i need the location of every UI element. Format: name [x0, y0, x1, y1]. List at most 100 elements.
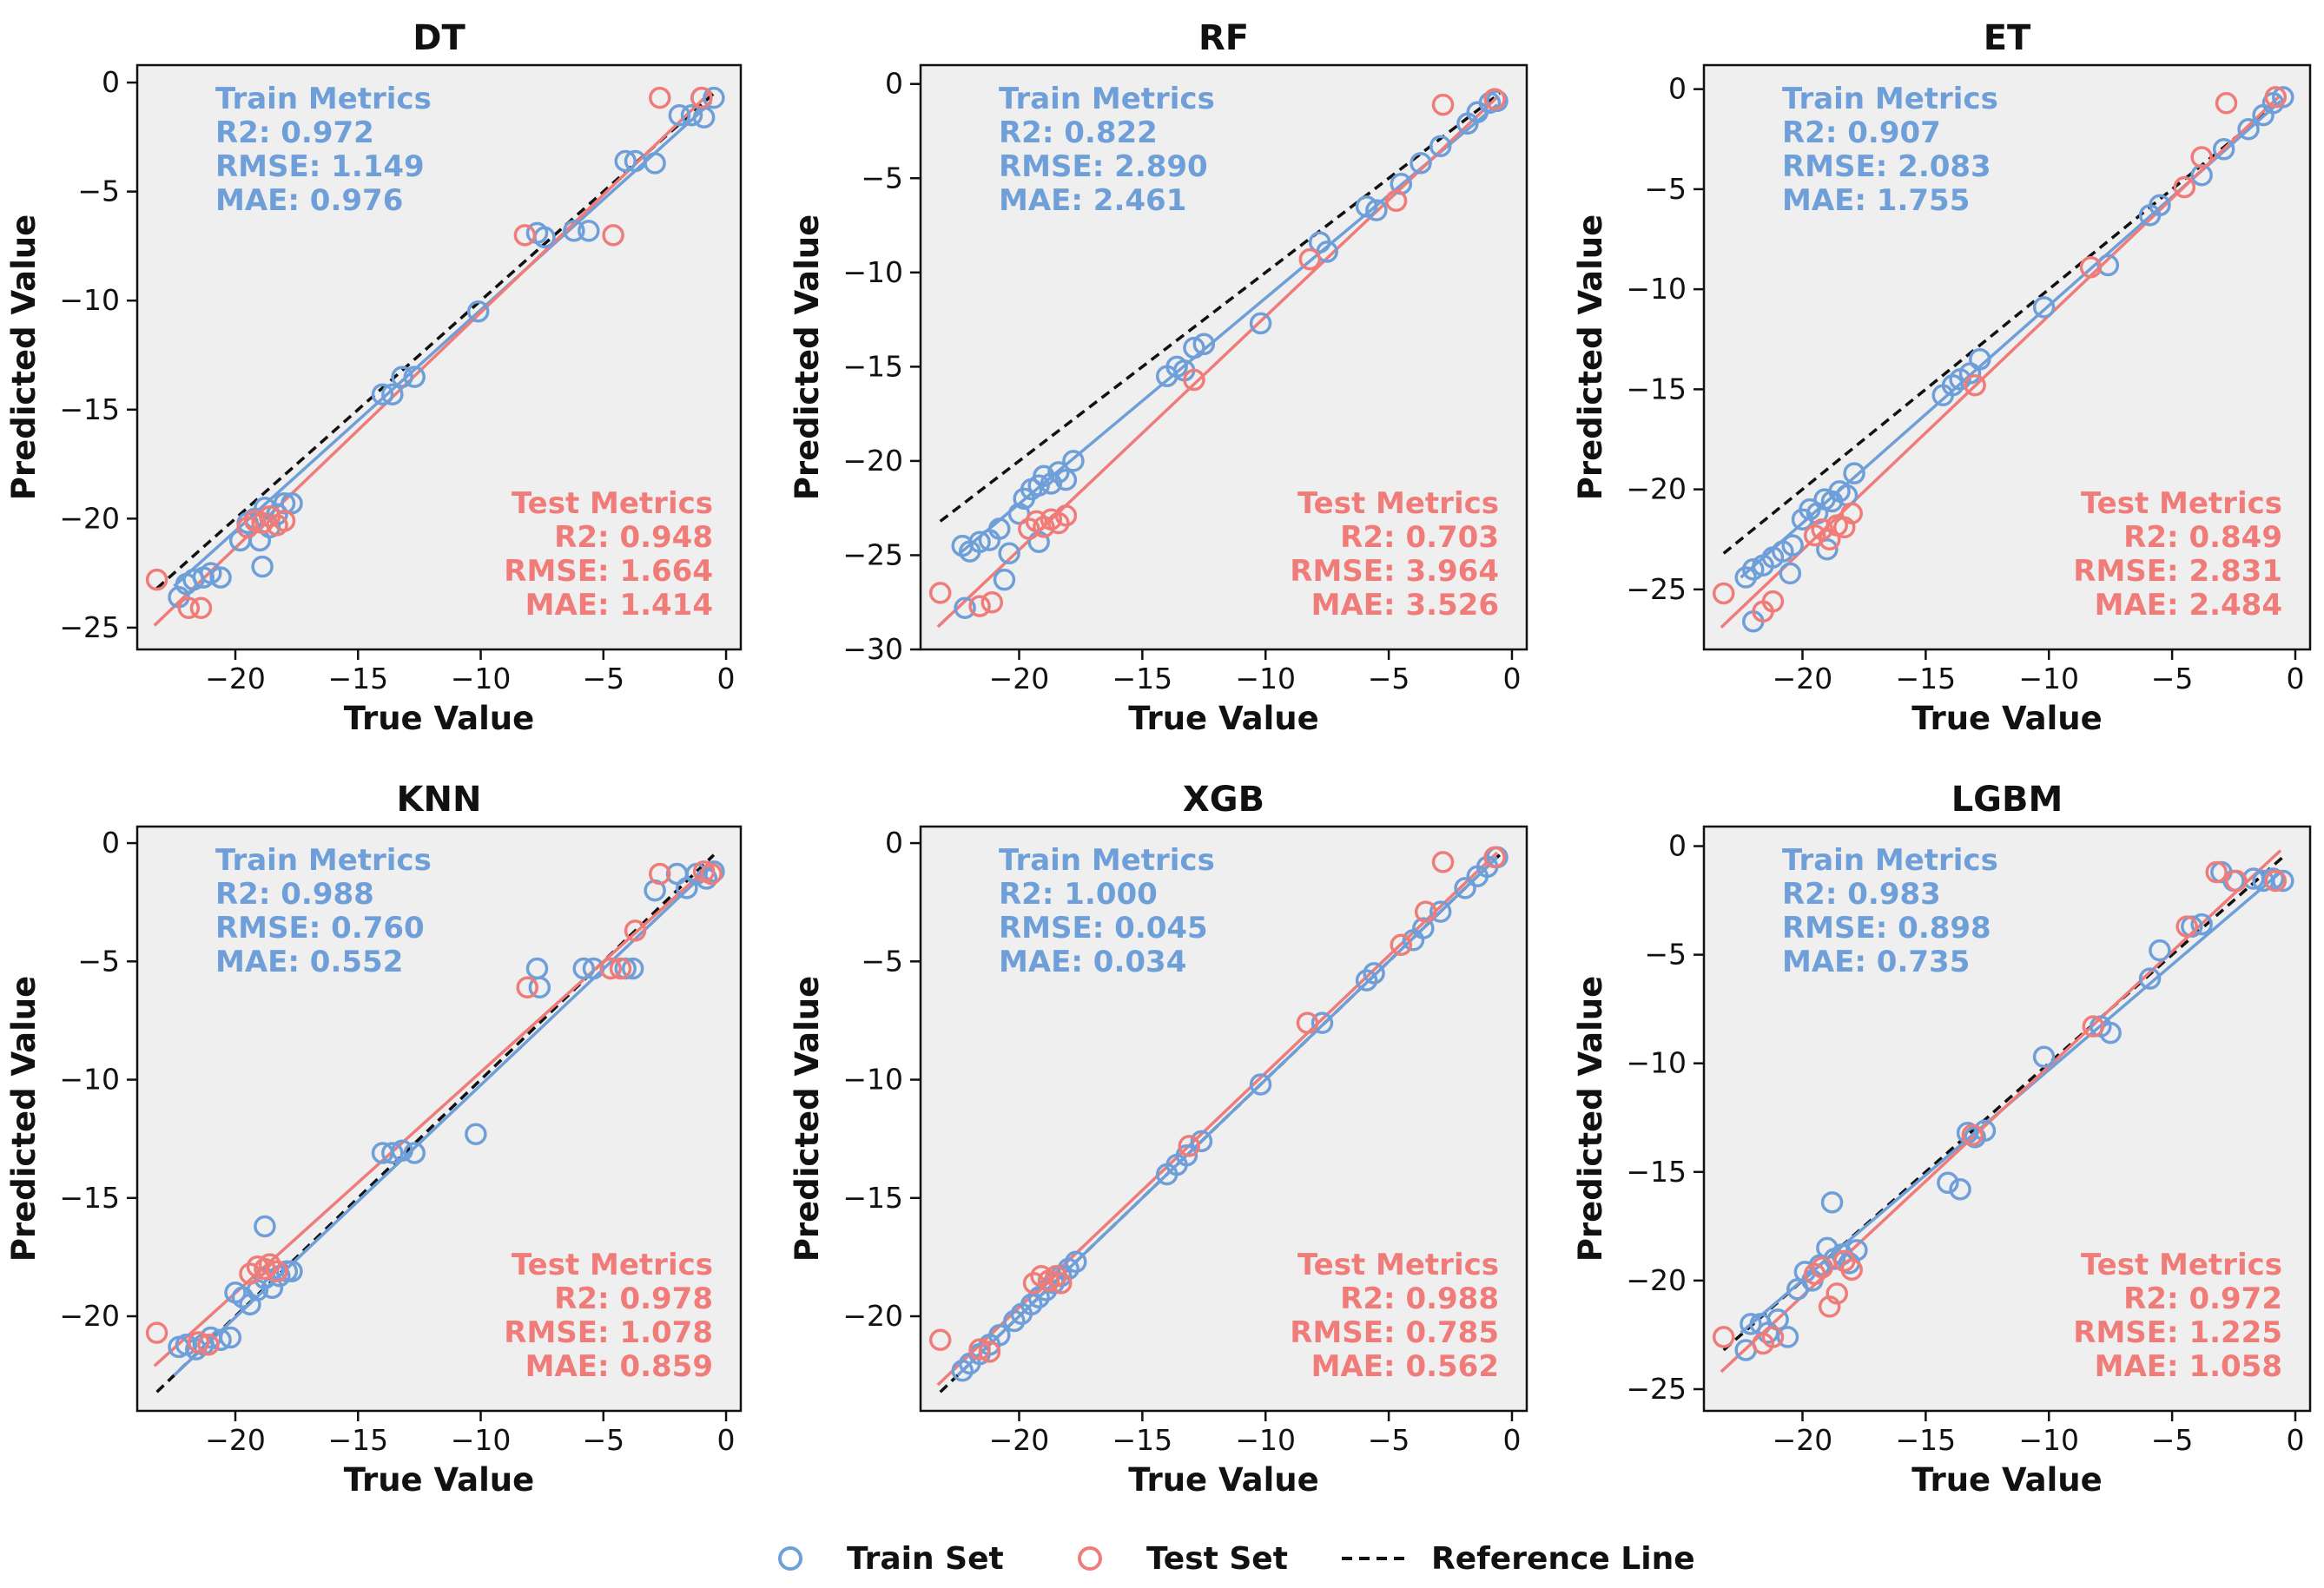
x-tick-label: 0: [2286, 1423, 2304, 1457]
train-metrics-line: Train Metrics: [999, 843, 1215, 878]
train-point: [668, 104, 691, 127]
train-point: [2272, 86, 2294, 109]
train-point: [1845, 1239, 1868, 1262]
train-point: [1454, 877, 1476, 899]
test-metrics-line: Test Metrics: [1297, 1248, 1499, 1282]
y-tick-label: −20: [1626, 1263, 1687, 1297]
x-axis-label: True Value: [344, 700, 534, 737]
train-metrics-line: Train Metrics: [215, 843, 432, 878]
train-point: [572, 957, 595, 980]
test-point: [700, 862, 723, 886]
test-point: [2082, 1015, 2105, 1038]
train-metrics-line: Train Metrics: [215, 82, 432, 116]
plot-frame: [135, 825, 743, 1413]
plot-area: [137, 65, 741, 649]
train-point: [2032, 296, 2056, 319]
train-point: [614, 149, 637, 173]
train-point: [680, 104, 703, 127]
train-point: [2272, 869, 2294, 893]
test-metrics-line: RMSE: 0.785: [1290, 1315, 1499, 1350]
x-tick-label: 0: [717, 662, 736, 695]
train-point: [1027, 1286, 1050, 1308]
train-point: [563, 220, 585, 242]
train-point: [403, 1142, 426, 1164]
x-tick-label: −15: [1112, 662, 1173, 695]
y-tick-label: −20: [1626, 472, 1687, 506]
train-point: [1249, 312, 1272, 335]
legend: Train Set Test Set Reference Line: [778, 1541, 1695, 1577]
y-axis-label: Predicted Value: [5, 214, 43, 500]
test-point: [1483, 88, 1506, 110]
train-point: [281, 1260, 303, 1282]
y-tick-label: 0: [1668, 829, 1687, 863]
train-point: [1365, 199, 1388, 221]
x-tick-label: −15: [1112, 1423, 1173, 1457]
test-metrics-line: R2: 0.978: [554, 1282, 713, 1316]
test-point: [1384, 189, 1408, 213]
train-point: [1363, 962, 1385, 985]
train-point: [1003, 1309, 1026, 1333]
plot-content: [928, 846, 1509, 1394]
train-point: [1410, 152, 1432, 175]
train-point: [2096, 254, 2120, 277]
train-point: [219, 1326, 242, 1349]
train-point: [1020, 1293, 1043, 1316]
y-tick-label: −25: [1626, 572, 1687, 606]
panel-title: XGB: [1183, 780, 1264, 820]
train-point: [2149, 194, 2171, 217]
train-point: [1047, 461, 1070, 484]
train-point: [1816, 538, 1839, 561]
train-metrics-line: MAE: 0.552: [215, 945, 403, 979]
x-tick-label: −5: [1368, 662, 1410, 695]
test-point: [197, 1333, 220, 1356]
test-point: [266, 1260, 288, 1282]
test-point: [1018, 517, 1040, 540]
test-metrics-line: Test Metrics: [2081, 1248, 2282, 1282]
train-point: [2032, 1045, 2056, 1068]
test-metrics-line: MAE: 1.058: [2095, 1349, 2282, 1384]
test-metrics-line: RMSE: 1.664: [504, 554, 713, 589]
test-point: [1033, 516, 1055, 538]
train-metrics-line: Train Metrics: [1782, 843, 1998, 878]
x-tick-label: −5: [582, 662, 624, 695]
train-point: [988, 517, 1011, 540]
y-tick-label: 0: [1668, 72, 1687, 106]
train-point: [1355, 969, 1378, 992]
test-point: [1414, 900, 1437, 923]
test-metrics-line: R2: 0.988: [1340, 1282, 1499, 1316]
y-tick-label: −20: [842, 1299, 903, 1333]
panel-xgb: −20 −15 −10 −5 0 0 −5 −10 −15 −20 XGB True Value Pre…: [789, 780, 1528, 1499]
train-point: [1973, 1119, 1997, 1143]
test-metrics-line: R2: 0.849: [2123, 520, 2282, 555]
train-point: [1062, 450, 1085, 472]
plot-content: [145, 853, 725, 1394]
x-axis-label: True Value: [1128, 1461, 1318, 1499]
test-point: [239, 1262, 261, 1285]
x-tick-label: −20: [1773, 662, 1833, 695]
train-metrics-line: RMSE: 0.898: [1782, 911, 1991, 946]
test-point: [602, 224, 624, 247]
plot-content: [145, 86, 725, 627]
train-metrics-line: R2: 0.972: [215, 115, 374, 150]
x-tick-label: 0: [717, 1423, 736, 1457]
y-tick-label: −5: [77, 175, 120, 208]
x-tick-label: 0: [2286, 662, 2304, 695]
test-point: [1049, 1272, 1073, 1295]
test-point: [1054, 504, 1078, 527]
test-point: [145, 568, 168, 591]
test-point: [649, 862, 671, 886]
panel-lgbm: −20 −15 −10 −5 0 0 −5 −10 −15 −20 −25 LGBM True Valu…: [1572, 780, 2312, 1499]
test-metrics-line: MAE: 3.526: [1311, 588, 1499, 623]
train-point: [578, 220, 600, 242]
train-metrics-line: R2: 0.988: [215, 877, 374, 912]
train-metrics-line: MAE: 0.735: [1782, 945, 1970, 979]
x-tick-label: −15: [1896, 1423, 1957, 1457]
y-tick-label: −10: [842, 255, 903, 289]
test-point: [928, 1328, 952, 1352]
test-point: [1964, 374, 1986, 397]
y-tick-label: −20: [59, 1299, 120, 1333]
panel-title: ET: [1984, 18, 2031, 58]
train-point: [391, 366, 413, 388]
train-point: [621, 957, 644, 980]
